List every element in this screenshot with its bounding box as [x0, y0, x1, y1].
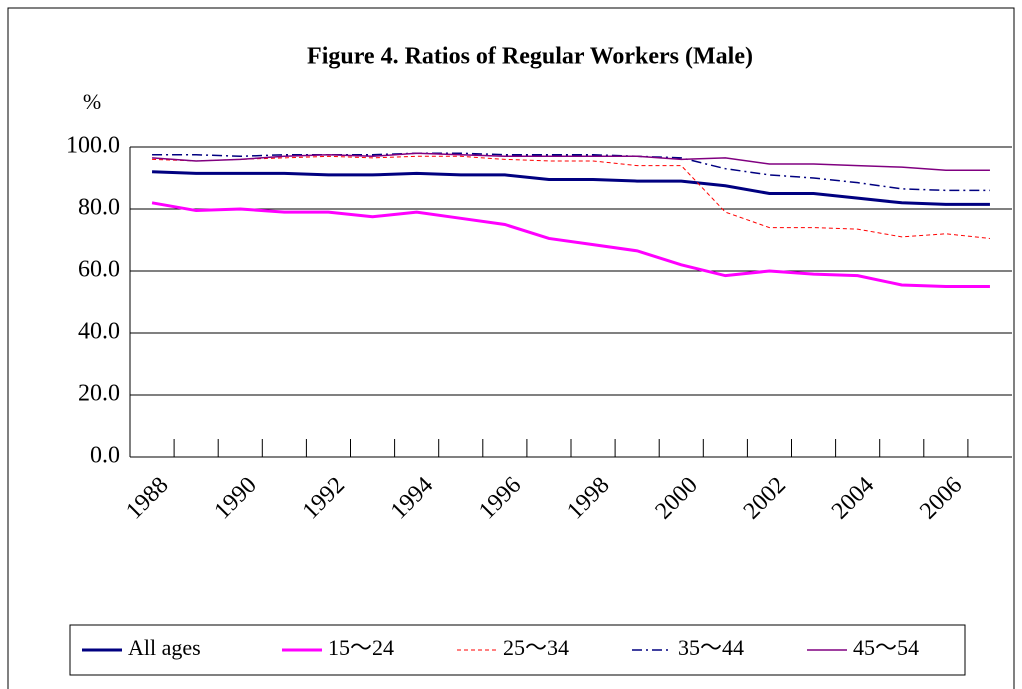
- legend-label: 35～44: [678, 635, 744, 660]
- series-line: [152, 155, 991, 239]
- series-line: [151, 201, 990, 288]
- y-tick-label: 60.0: [78, 257, 120, 283]
- legend-label: 45～54: [853, 635, 919, 660]
- y-tick-label: 40.0: [78, 319, 120, 345]
- legend-label: All ages: [128, 635, 201, 660]
- y-tick-label: 0.0: [90, 443, 120, 469]
- chart-title: Figure 4. Ratios of Regular Workers (Mal…: [307, 44, 753, 70]
- y-tick-label: 20.0: [78, 381, 120, 407]
- series-line: [152, 152, 990, 192]
- legend-label: 25～34: [503, 635, 569, 660]
- y-axis-label: %: [83, 89, 101, 114]
- series-line: [151, 152, 990, 171]
- y-tick-label: 100.0: [66, 133, 120, 159]
- legend-label: 15～24: [328, 635, 394, 660]
- series-line: [151, 170, 990, 206]
- y-tick-label: 80.0: [78, 195, 120, 221]
- chart-frame: [7, 7, 1015, 689]
